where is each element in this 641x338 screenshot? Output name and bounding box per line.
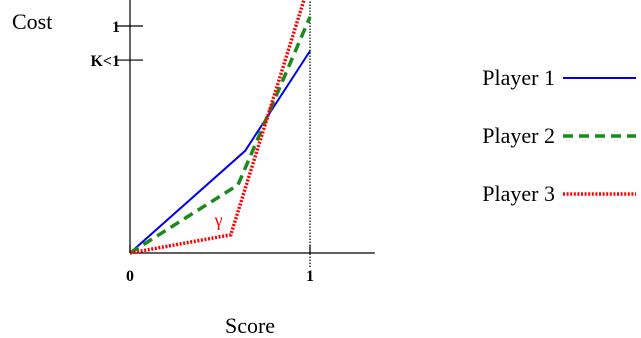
annotation-gamma: γ xyxy=(214,210,223,230)
tick-labels: 0 1 K<1 1 L>1 xyxy=(90,0,314,285)
series-line-player-2 xyxy=(129,16,312,255)
series-lines xyxy=(129,0,312,255)
legend-label-player-3: Player 3 xyxy=(482,181,555,206)
x-tick-label-0: 0 xyxy=(126,268,134,285)
legend: Player 1 Player 2 Player 3 xyxy=(482,65,636,206)
x-axis-title: Score xyxy=(225,313,275,338)
y-tick-label-2: L>1 xyxy=(92,0,120,2)
y-tick-label-1: 1 xyxy=(112,19,120,36)
y-tick-label-0: K<1 xyxy=(90,53,120,70)
series-line-player-3 xyxy=(129,0,306,255)
axes xyxy=(129,0,375,254)
y-axis-title: Cost xyxy=(12,9,52,34)
annotations: γ xyxy=(214,210,223,230)
legend-label-player-1: Player 1 xyxy=(482,65,555,90)
legend-label-player-2: Player 2 xyxy=(482,123,555,148)
series-line-player-1 xyxy=(129,50,311,254)
x-tick-label-1: 1 xyxy=(306,268,314,285)
